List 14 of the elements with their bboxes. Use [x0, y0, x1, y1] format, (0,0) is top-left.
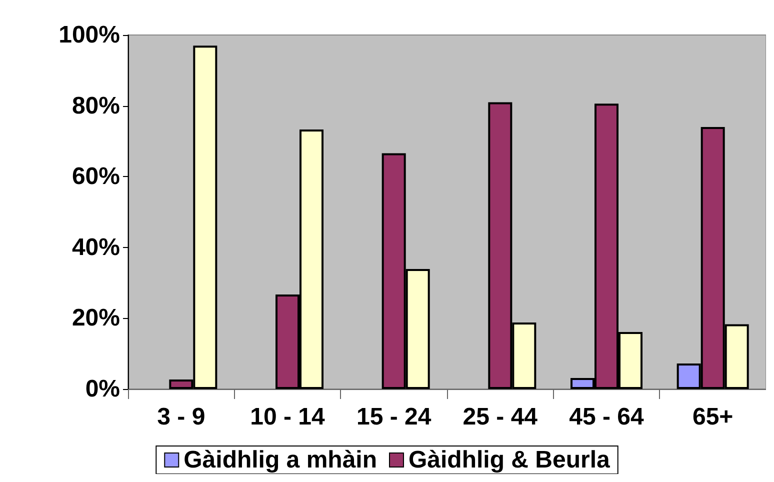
- y-tick-label: 40%: [72, 234, 120, 261]
- y-tick-label: 60%: [72, 163, 120, 190]
- x-tick-label: 3 - 9: [157, 404, 206, 430]
- x-tick-label: 25 - 44: [462, 404, 538, 430]
- x-tick-label: 45 - 64: [569, 404, 645, 430]
- x-tick-label: 65+: [692, 404, 734, 430]
- y-tick-label: 100%: [58, 22, 120, 48]
- y-tick-label: 0%: [85, 376, 120, 402]
- y-tick-label: 80%: [72, 92, 120, 120]
- x-tick-label: 15 - 24: [356, 404, 432, 430]
- y-tick-label: 20%: [72, 304, 120, 332]
- legend-label: Gàidhlig a mhàin: [184, 446, 377, 474]
- legend-label: Gàidhlig & Beurla: [408, 446, 611, 474]
- x-tick-label: 10 - 14: [250, 404, 326, 430]
